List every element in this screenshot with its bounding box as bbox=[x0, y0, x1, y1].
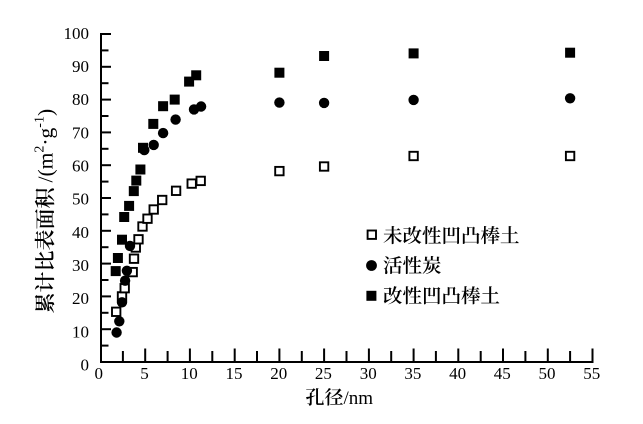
svg-text:50: 50 bbox=[72, 190, 89, 209]
svg-text:20: 20 bbox=[270, 364, 287, 383]
svg-text:20: 20 bbox=[72, 289, 89, 308]
svg-text:55: 55 bbox=[583, 364, 600, 383]
svg-text:25: 25 bbox=[315, 364, 332, 383]
svg-text:/nm: /nm bbox=[344, 388, 374, 409]
svg-text:5: 5 bbox=[140, 364, 149, 383]
svg-text:30: 30 bbox=[72, 256, 89, 275]
svg-text:0: 0 bbox=[81, 356, 90, 375]
svg-text:100: 100 bbox=[64, 24, 90, 43]
svg-text:10: 10 bbox=[181, 364, 198, 383]
svg-text:45: 45 bbox=[494, 364, 511, 383]
svg-text:40: 40 bbox=[449, 364, 466, 383]
svg-text:15: 15 bbox=[226, 364, 243, 383]
svg-text:30: 30 bbox=[360, 364, 377, 383]
svg-text:70: 70 bbox=[72, 123, 89, 142]
svg-text:0: 0 bbox=[94, 364, 103, 383]
svg-text:10: 10 bbox=[72, 322, 89, 341]
svg-text:35: 35 bbox=[404, 364, 421, 383]
svg-text:80: 80 bbox=[72, 90, 89, 109]
svg-text:60: 60 bbox=[72, 157, 89, 176]
svg-text:50: 50 bbox=[539, 364, 556, 383]
svg-text:40: 40 bbox=[72, 223, 89, 242]
svg-text:90: 90 bbox=[72, 57, 89, 76]
